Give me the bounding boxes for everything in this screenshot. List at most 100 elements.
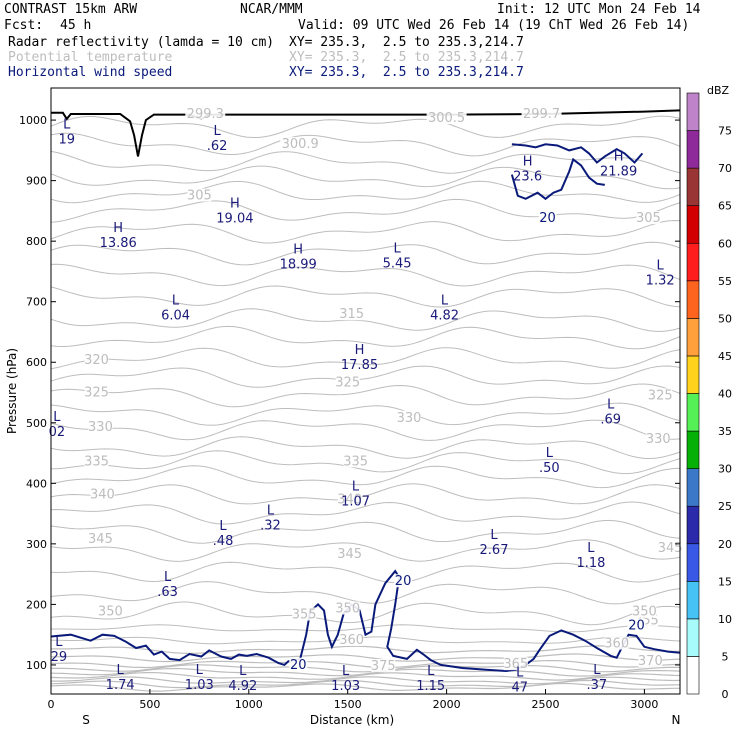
colorbar-label-40: 40 (718, 388, 732, 401)
hl-marker-value-7: .37 (587, 678, 608, 693)
hl-marker-value-13: 2.67 (480, 543, 509, 558)
theta-label-8: 350 (98, 604, 123, 619)
colorbar-label-60: 60 (718, 237, 732, 250)
colorbar-swatch-0 (686, 656, 700, 695)
theta-label-28: 300.9 (282, 137, 319, 152)
hl-marker-kind-25: H (230, 197, 240, 212)
theta-label-29: 300.5 (428, 111, 465, 126)
init-time: Init: 12 UTC Mon 24 Feb 14 (497, 2, 701, 17)
theta-label-bg-8 (98, 604, 123, 618)
theta-contour-18 (51, 436, 680, 460)
theta-contour-14 (51, 365, 680, 388)
y-tick-label-6: 600 (26, 356, 47, 369)
field-3-name: Horizontal wind speed (8, 65, 173, 80)
hl-marker-value-9: .63 (157, 585, 178, 600)
theta-contour-22 (51, 501, 680, 525)
x-tick-label-5: 2000 (433, 698, 461, 711)
hl-marker-value-24: 13.86 (100, 236, 137, 251)
theta-label-bg-19 (397, 410, 422, 424)
theta-contour-7 (51, 219, 680, 244)
theta-label-bg-13 (88, 531, 113, 545)
colorbar-label-35: 35 (718, 425, 732, 438)
theta-label-14: 340 (90, 488, 115, 503)
hl-marker-kind-2: L (196, 663, 204, 678)
theta-contour-21 (51, 483, 680, 505)
hl-marker-value-12: 1.07 (341, 494, 370, 509)
theta-label-12: 345 (658, 541, 683, 556)
colorbar-unit: dBZ (707, 84, 730, 97)
colorbar-label-0: 0 (722, 688, 729, 701)
hl-marker-value-25: 19.04 (216, 212, 253, 227)
theta-label-4: 360 (339, 633, 364, 648)
theta-contour-29 (51, 636, 680, 645)
terrain-line (51, 109, 680, 157)
wind-label-3: 20 (628, 618, 645, 633)
valid-time: Valid: 09 UTC Wed 26 Feb 14 (19 ChT Wed … (298, 18, 690, 33)
theta-label-6: 355 (292, 608, 317, 623)
terrain-profile (51, 109, 680, 157)
colorbar-label-70: 70 (718, 162, 732, 175)
wind-label-1: 20 (290, 658, 307, 673)
theta-label-bg-28 (280, 137, 321, 151)
hl-marker-kind-11: L (267, 504, 275, 519)
theta-label-26: 305 (187, 189, 212, 204)
theta-label-1: 375 (371, 659, 396, 674)
theta-label-30: 299.3 (187, 107, 224, 122)
theta-contour-31 (51, 653, 680, 663)
theta-contour-6 (51, 198, 680, 223)
field-1-coords: XY= 235.3, 2.5 to 235.3,214.7 (289, 35, 524, 50)
plot-frame (50, 87, 681, 695)
theta-contour-13 (51, 347, 680, 370)
y-axis-label: Pressure (hPa) (5, 348, 19, 434)
theta-contour-37 (51, 679, 680, 689)
theta-label-bg-29 (426, 111, 467, 125)
theta-label-bg-23 (648, 388, 673, 402)
y-tick-label-2: 200 (26, 598, 47, 611)
theta-label-10: 350 (632, 604, 657, 619)
field-1-name: Radar reflectivity (lamda = 10 cm) (8, 35, 275, 50)
theta-label-bg-3 (503, 657, 528, 671)
theta-label-16: 335 (84, 454, 109, 469)
y-tick-label-8: 800 (26, 235, 47, 248)
hl-marker-kind-15: L (546, 446, 554, 461)
theta-contour-5 (51, 180, 680, 204)
theta-label-17: 335 (343, 454, 368, 469)
theta-contour-25 (51, 561, 680, 584)
theta-contour-11 (51, 308, 680, 332)
colorbar-swatch-30 (686, 430, 700, 469)
hl-marker-value-28: .62 (207, 139, 228, 154)
theta-contour-15 (51, 383, 680, 408)
hl-marker-kind-20: L (441, 294, 449, 309)
x-tick-label-4: 1500 (334, 698, 362, 711)
x-tick-label-7: 3000 (630, 698, 658, 711)
theta-contour-10 (51, 285, 680, 308)
colorbar-swatch-45 (686, 318, 700, 357)
colorbar-label-20: 20 (718, 538, 732, 551)
theta-contour-3 (51, 150, 680, 174)
theta-label-13: 345 (88, 532, 113, 547)
theta-contour-17 (51, 419, 680, 441)
theta-label-bg-22 (335, 375, 360, 389)
hl-marker-value-4: 1.03 (331, 679, 360, 694)
colorbar-label-50: 50 (718, 312, 732, 325)
field-2-coords: XY= 235.3, 2.5 to 235.3,214.7 (289, 50, 524, 65)
theta-contour-32 (51, 660, 680, 669)
wind-label-bg-3 (627, 618, 646, 632)
x-tick-label-3: 1000 (235, 698, 263, 711)
hl-marker-value-26: 23.6 (513, 169, 542, 184)
hl-marker-value-1: 1.74 (106, 678, 135, 693)
theta-label-bg-9 (335, 601, 360, 615)
theta-contour-30 (51, 645, 680, 654)
theta-contour-9 (51, 263, 680, 287)
wind-contour-low-level-2 (511, 143, 644, 164)
colorbar-swatch-5 (686, 618, 700, 657)
hl-marker-value-5: 1.15 (416, 679, 445, 694)
hl-marker-kind-29: L (63, 117, 71, 132)
hl-marker-value-6: 47 (511, 680, 528, 695)
wind-label-2: 20 (395, 574, 412, 589)
hl-marker-kind-21: L (657, 258, 665, 273)
x-tick-label-1: 0 (48, 698, 55, 711)
hl-marker-kind-22: H (293, 243, 303, 258)
theta-label-27: 305 (636, 211, 661, 226)
